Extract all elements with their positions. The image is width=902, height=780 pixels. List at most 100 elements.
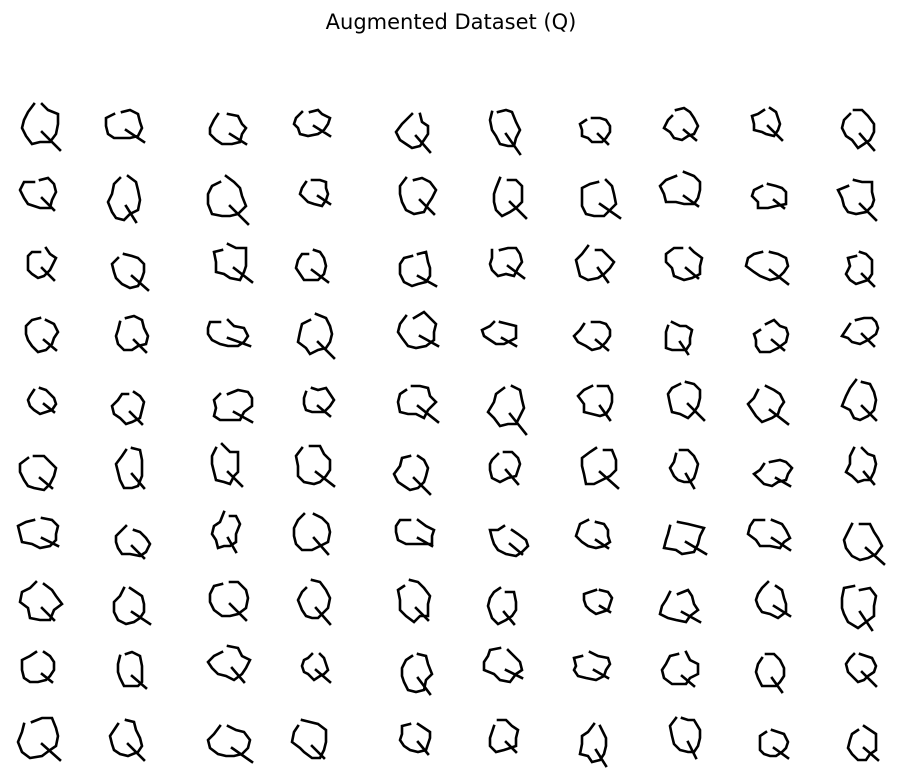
q-sample-r3-c3 <box>214 244 252 282</box>
q-sample-r10-c9 <box>760 730 788 758</box>
q-sample-r9-c2 <box>118 652 146 688</box>
q-sample-r1-c7 <box>580 118 610 144</box>
q-sample-r3-c1 <box>28 248 56 280</box>
q-sample-r6-c9 <box>754 460 792 486</box>
q-sample-r7-c6 <box>490 526 528 556</box>
q-sample-r10-c6 <box>490 720 518 752</box>
q-sample-r8-c1 <box>20 582 62 620</box>
q-sample-r9-c9 <box>756 654 784 692</box>
q-sample-r3-c8 <box>666 248 702 280</box>
q-sample-r4-c3 <box>208 320 250 346</box>
q-sample-r4-c10 <box>842 318 878 346</box>
q-sample-r1-c8 <box>664 108 698 140</box>
q-sample-r10-c8 <box>670 718 700 758</box>
q-sample-r1-c4 <box>294 110 330 136</box>
q-sample-r8-c7 <box>584 590 612 614</box>
q-sample-r10-c5 <box>400 724 430 754</box>
q-sample-r4-c8 <box>666 322 692 354</box>
q-sample-r3-c9 <box>746 252 788 284</box>
q-sample-r8-c10 <box>842 586 876 630</box>
q-sample-r4-c4 <box>298 314 334 358</box>
q-sample-r8-c5 <box>398 580 430 622</box>
q-sample-r5-c2 <box>112 392 144 424</box>
q-sample-r6-c6 <box>490 452 520 484</box>
q-sample-r5-c8 <box>668 382 704 420</box>
q-sample-r8-c9 <box>756 582 790 618</box>
q-sample-r4-c1 <box>26 318 58 352</box>
q-sample-r5-c4 <box>304 388 334 416</box>
q-sample-r9-c5 <box>402 654 432 694</box>
q-sample-r3-c6 <box>490 248 524 278</box>
q-sample-r9-c4 <box>302 654 330 682</box>
q-sample-r4-c5 <box>398 312 438 348</box>
q-sample-r5-c6 <box>488 386 526 434</box>
q-sample-r4-c2 <box>116 316 148 352</box>
q-sample-r10-c3 <box>208 726 252 762</box>
q-sample-r7-c4 <box>294 514 330 554</box>
q-sample-r2-c10 <box>838 180 876 220</box>
q-sample-r9-c10 <box>846 654 876 686</box>
q-sample-r7-c5 <box>396 520 434 546</box>
q-sample-r10-c7 <box>580 724 606 766</box>
q-sample-r9-c8 <box>662 652 698 686</box>
q-sample-r3-c5 <box>400 252 436 286</box>
q-sample-r6-c3 <box>212 444 242 486</box>
q-sample-r10-c10 <box>848 726 878 760</box>
q-sample-r6-c10 <box>846 448 876 484</box>
q-sample-r1-c2 <box>106 110 144 142</box>
q-sample-r8-c6 <box>488 588 516 624</box>
q-sample-r2-c7 <box>582 180 620 218</box>
q-sample-r3-c7 <box>576 246 614 282</box>
q-sample-r2-c4 <box>300 180 330 206</box>
q-sample-r6-c5 <box>394 456 430 494</box>
q-sample-r7-c3 <box>212 512 240 552</box>
q-sample-r5-c5 <box>398 386 438 422</box>
q-sample-r2-c2 <box>108 176 140 222</box>
q-sample-r9-c3 <box>208 646 250 682</box>
q-sample-r3-c10 <box>846 252 874 286</box>
q-sample-r1-c10 <box>842 110 874 150</box>
q-sample-r5-c9 <box>748 386 788 424</box>
q-sample-r6-c2 <box>116 448 144 488</box>
q-sample-r6-c7 <box>582 448 618 488</box>
q-sample-r10-c1 <box>18 718 60 760</box>
q-sample-r8-c2 <box>114 588 150 624</box>
q-sample-r2-c1 <box>20 178 56 210</box>
q-sample-r1-c9 <box>752 108 782 140</box>
q-sample-r4-c9 <box>754 320 788 352</box>
q-sample-r5-c1 <box>28 388 56 414</box>
q-sample-r8-c8 <box>660 590 700 622</box>
q-sample-r9-c1 <box>22 652 54 682</box>
q-sample-r1-c3 <box>210 114 246 144</box>
q-sample-r1-c6 <box>490 110 520 154</box>
q-sample-r9-c6 <box>484 648 522 682</box>
q-sample-r7-c9 <box>748 520 790 550</box>
q-sample-r1-c1 <box>22 104 60 150</box>
q-sample-r9-c7 <box>574 652 610 680</box>
q-sample-r6-c1 <box>20 456 56 490</box>
q-sample-r10-c4 <box>292 720 326 758</box>
q-sample-r4-c7 <box>574 322 610 350</box>
q-sample-r2-c6 <box>494 178 526 218</box>
q-sample-r2-c5 <box>400 178 436 214</box>
q-sample-r2-c9 <box>752 184 786 208</box>
q-sample-r6-c8 <box>670 450 698 488</box>
q-sample-r7-c8 <box>664 522 706 554</box>
q-sample-r8-c3 <box>210 582 248 620</box>
q-sample-r1-c5 <box>396 114 430 152</box>
q-sample-r7-c10 <box>844 524 884 564</box>
q-sample-r2-c8 <box>660 172 700 206</box>
q-sample-r7-c2 <box>116 526 150 558</box>
q-sample-r5-c7 <box>578 386 612 420</box>
q-sample-r4-c6 <box>482 322 516 346</box>
q-sample-r7-c1 <box>18 518 58 548</box>
q-sample-r7-c7 <box>576 520 610 548</box>
q-sample-r5-c3 <box>214 390 252 422</box>
q-sample-r10-c2 <box>110 720 144 760</box>
q-sample-r8-c4 <box>298 580 330 624</box>
q-sample-r5-c10 <box>842 380 876 420</box>
q-sample-r3-c2 <box>112 254 148 290</box>
q-sample-r2-c3 <box>208 176 248 224</box>
